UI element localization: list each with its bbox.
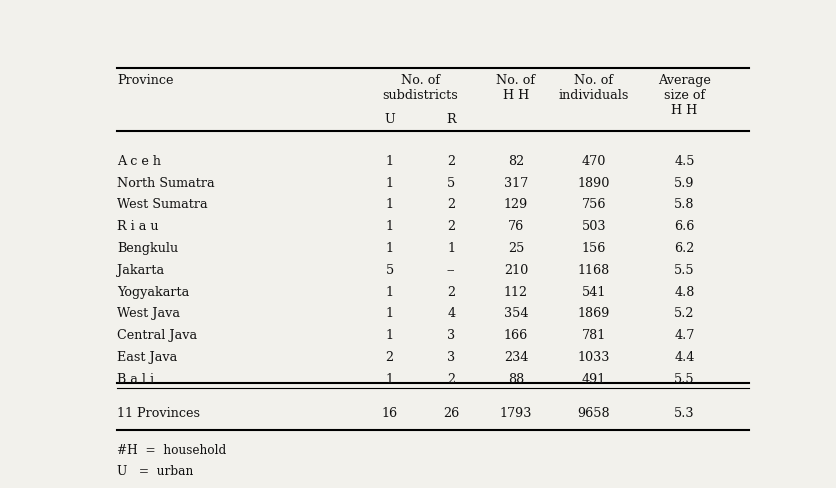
Text: North Sumatra: North Sumatra (117, 177, 215, 189)
Text: 6.6: 6.6 (674, 220, 695, 233)
Text: 1869: 1869 (578, 307, 609, 320)
Text: 1: 1 (385, 177, 394, 189)
Text: 1: 1 (385, 373, 394, 386)
Text: 354: 354 (503, 307, 528, 320)
Text: --: -- (447, 264, 456, 277)
Text: 2: 2 (447, 198, 455, 211)
Text: Jakarta: Jakarta (117, 264, 165, 277)
Text: 4.8: 4.8 (674, 285, 695, 299)
Text: 1: 1 (385, 155, 394, 168)
Text: 781: 781 (582, 329, 606, 342)
Text: 1890: 1890 (578, 177, 609, 189)
Text: R i a u: R i a u (117, 220, 159, 233)
Text: 317: 317 (504, 177, 528, 189)
Text: 4.5: 4.5 (674, 155, 695, 168)
Text: B a l i: B a l i (117, 373, 155, 386)
Text: 9658: 9658 (578, 407, 610, 420)
Text: 112: 112 (504, 285, 528, 299)
Text: 4: 4 (447, 307, 455, 320)
Text: 11 Provinces: 11 Provinces (117, 407, 201, 420)
Text: No. of
subdistricts: No. of subdistricts (383, 74, 458, 102)
Text: 3: 3 (447, 351, 455, 364)
Text: 3: 3 (447, 329, 455, 342)
Text: 5.9: 5.9 (674, 177, 695, 189)
Text: R: R (446, 113, 456, 126)
Text: 4.7: 4.7 (674, 329, 695, 342)
Text: 503: 503 (581, 220, 606, 233)
Text: Central Java: Central Java (117, 329, 197, 342)
Text: 2: 2 (447, 373, 455, 386)
Text: 2: 2 (385, 351, 394, 364)
Text: 6.2: 6.2 (674, 242, 695, 255)
Text: 5.8: 5.8 (674, 198, 695, 211)
Text: 26: 26 (443, 407, 459, 420)
Text: 5: 5 (385, 264, 394, 277)
Text: 4.4: 4.4 (674, 351, 695, 364)
Text: 1168: 1168 (578, 264, 609, 277)
Text: 5.2: 5.2 (674, 307, 695, 320)
Text: 166: 166 (504, 329, 528, 342)
Text: 2: 2 (447, 220, 455, 233)
Text: #H  =  household: #H = household (117, 444, 227, 457)
Text: 1: 1 (385, 285, 394, 299)
Text: 2: 2 (447, 285, 455, 299)
Text: 1033: 1033 (578, 351, 609, 364)
Text: 76: 76 (507, 220, 524, 233)
Text: 756: 756 (581, 198, 606, 211)
Text: 129: 129 (504, 198, 528, 211)
Text: 210: 210 (504, 264, 528, 277)
Text: West Sumatra: West Sumatra (117, 198, 208, 211)
Text: U: U (385, 113, 395, 126)
Text: 1: 1 (385, 329, 394, 342)
Text: Bengkulu: Bengkulu (117, 242, 179, 255)
Text: 16: 16 (381, 407, 398, 420)
Text: Yogyakarta: Yogyakarta (117, 285, 190, 299)
Text: Province: Province (117, 74, 174, 86)
Text: 5.5: 5.5 (674, 264, 695, 277)
Text: 470: 470 (582, 155, 606, 168)
Text: 2: 2 (447, 155, 455, 168)
Text: U   =  urban: U = urban (117, 465, 194, 478)
Text: East Java: East Java (117, 351, 178, 364)
Text: 5: 5 (447, 177, 456, 189)
Text: 541: 541 (582, 285, 606, 299)
Text: 156: 156 (582, 242, 606, 255)
Text: 1: 1 (385, 242, 394, 255)
Text: No. of
H H: No. of H H (497, 74, 536, 102)
Text: 82: 82 (507, 155, 524, 168)
Text: 1793: 1793 (500, 407, 532, 420)
Text: No. of
individuals: No. of individuals (558, 74, 629, 102)
Text: A c e h: A c e h (117, 155, 161, 168)
Text: 5.3: 5.3 (674, 407, 695, 420)
Text: 491: 491 (582, 373, 606, 386)
Text: 25: 25 (507, 242, 524, 255)
Text: 1: 1 (385, 198, 394, 211)
Text: West Java: West Java (117, 307, 181, 320)
Text: 1: 1 (385, 307, 394, 320)
Text: 1: 1 (447, 242, 455, 255)
Text: 234: 234 (504, 351, 528, 364)
Text: 88: 88 (507, 373, 524, 386)
Text: Average
size of
H H: Average size of H H (658, 74, 711, 117)
Text: 1: 1 (385, 220, 394, 233)
Text: 5.5: 5.5 (674, 373, 695, 386)
